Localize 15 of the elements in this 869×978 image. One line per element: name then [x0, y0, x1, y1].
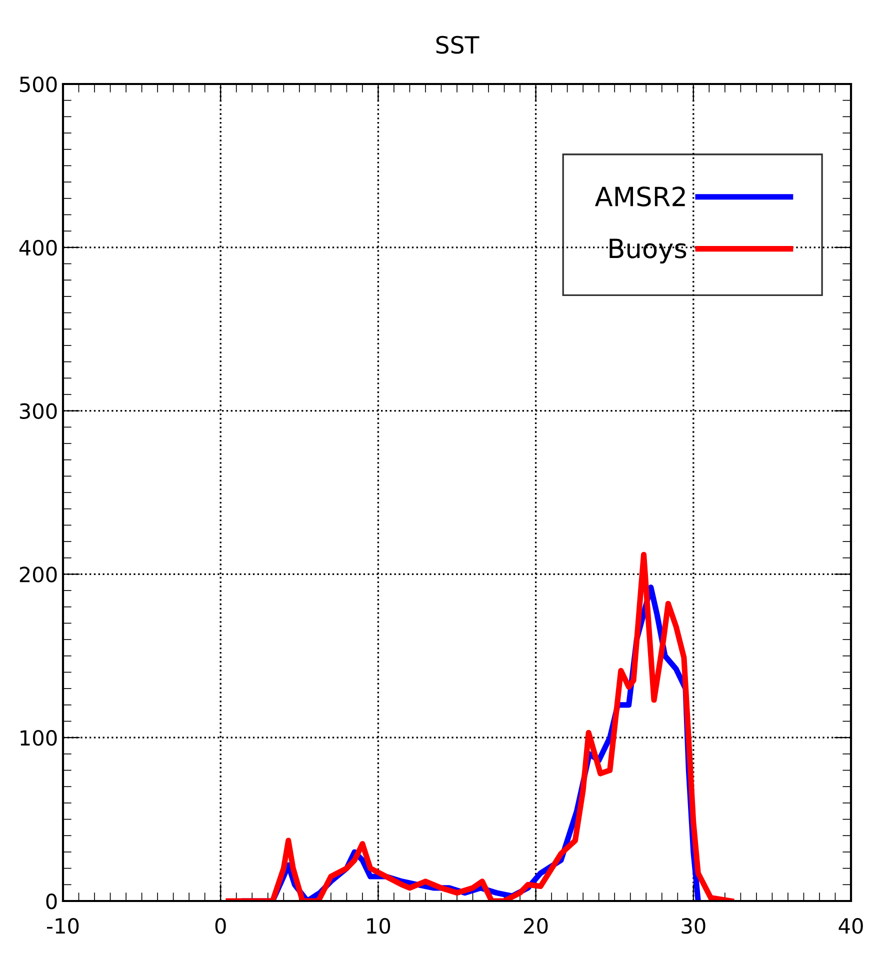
chart-title: SST — [436, 36, 480, 54]
y-tick-label: 100 — [20, 730, 57, 746]
y-tick-label: 500 — [20, 76, 57, 92]
x-tick-label: -10 — [47, 918, 79, 934]
x-tick-label: 30 — [682, 918, 706, 934]
y-tick-label: 400 — [19, 240, 57, 256]
x-tick-label: 10 — [367, 918, 390, 934]
x-tick-label: 0 — [215, 918, 226, 934]
y-tick-label: 300 — [20, 403, 57, 420]
legend-label: AMSR2 — [594, 186, 685, 206]
y-tick-label: 200 — [20, 566, 57, 582]
x-tick-label: 20 — [524, 918, 548, 934]
x-tick-label: 40 — [838, 918, 863, 934]
y-tick-label: 0 — [46, 893, 57, 910]
legend-label: Buoys — [610, 238, 686, 264]
